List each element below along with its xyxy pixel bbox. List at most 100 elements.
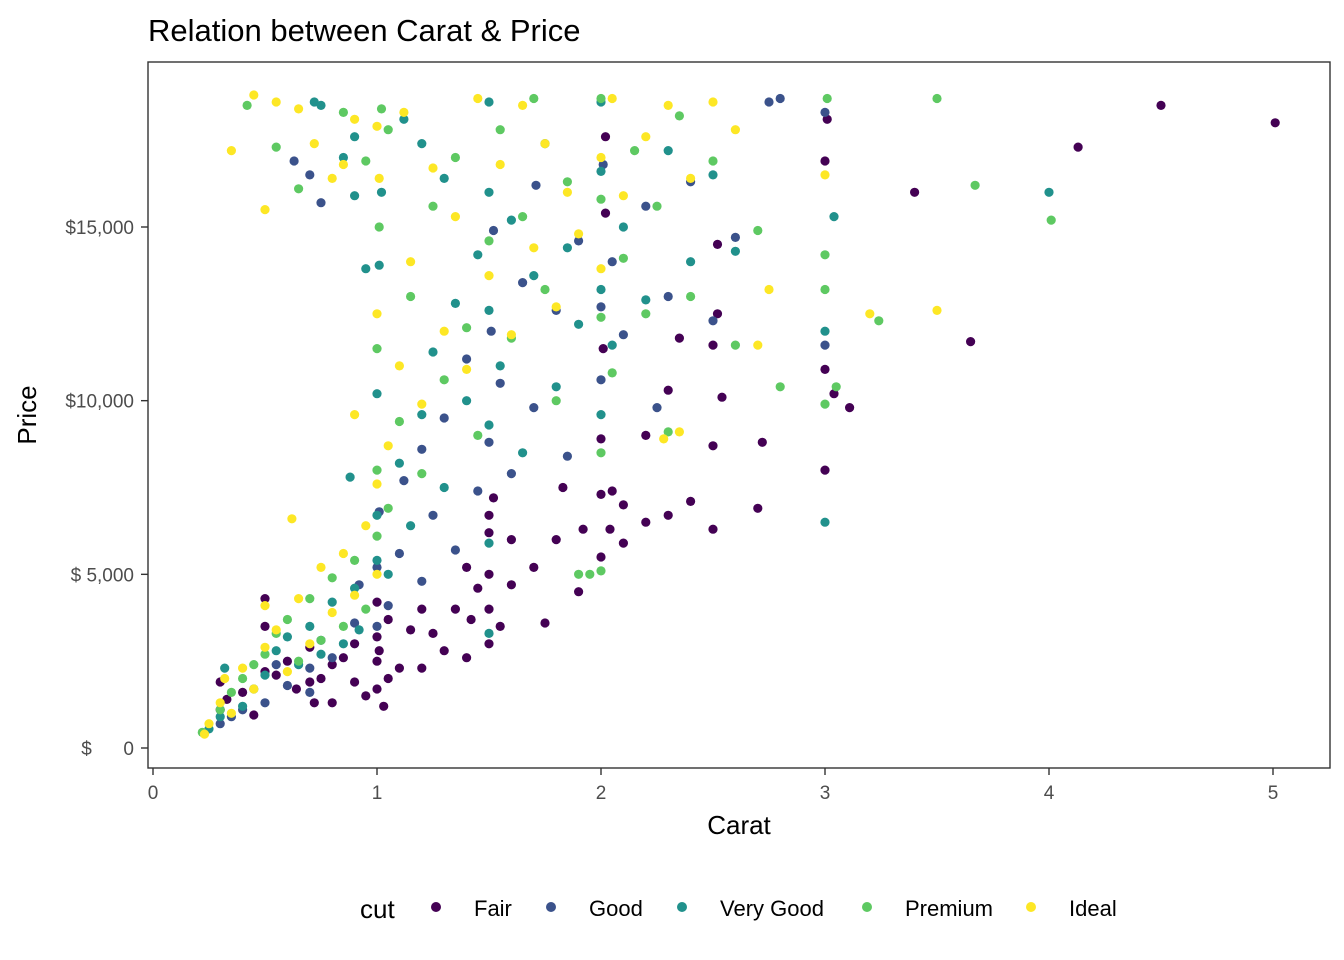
legend-label: Ideal xyxy=(1069,896,1117,921)
data-point xyxy=(417,576,427,586)
legend-label: Premium xyxy=(905,896,993,921)
data-point xyxy=(1073,142,1083,152)
data-point xyxy=(199,729,210,739)
data-point xyxy=(350,677,360,687)
data-point xyxy=(439,375,449,385)
data-point xyxy=(417,604,427,614)
data-point xyxy=(829,389,839,399)
data-point xyxy=(383,125,393,135)
data-point xyxy=(350,410,360,420)
data-point xyxy=(966,337,976,347)
data-point xyxy=(820,326,830,336)
data-point xyxy=(484,420,494,430)
data-point xyxy=(305,594,315,604)
data-point xyxy=(282,656,292,666)
data-point xyxy=(215,719,225,729)
data-point xyxy=(529,93,539,104)
data-point xyxy=(450,298,460,308)
data-point xyxy=(540,618,550,628)
data-point xyxy=(428,201,438,211)
x-tick-label: 5 xyxy=(1268,783,1279,804)
data-point xyxy=(338,152,348,163)
data-point xyxy=(473,430,483,440)
data-point xyxy=(260,601,270,611)
data-point xyxy=(596,489,606,499)
data-point xyxy=(1044,187,1054,197)
data-point xyxy=(287,514,297,524)
y-tick-label: $ 5,000 xyxy=(71,565,134,586)
data-point xyxy=(518,278,528,288)
data-point xyxy=(708,170,718,180)
data-point xyxy=(338,548,348,559)
x-tick-label: 2 xyxy=(596,783,607,804)
legend-key-fair xyxy=(431,902,441,912)
data-point xyxy=(674,333,685,343)
data-point xyxy=(574,569,584,579)
data-point xyxy=(540,284,550,295)
data-point xyxy=(596,264,606,274)
data-point xyxy=(372,562,382,573)
data-point xyxy=(775,93,785,104)
data-point xyxy=(383,441,393,451)
data-point xyxy=(820,364,830,374)
data-point xyxy=(970,180,980,190)
data-point xyxy=(529,271,539,281)
data-point xyxy=(406,521,416,531)
data-point xyxy=(399,107,409,117)
data-point xyxy=(753,503,763,513)
data-point xyxy=(428,347,438,357)
data-point xyxy=(282,632,292,642)
data-point xyxy=(260,621,270,632)
data-point xyxy=(215,712,225,722)
data-point xyxy=(484,97,494,107)
data-point xyxy=(486,326,496,336)
data-point xyxy=(327,607,337,618)
data-point xyxy=(764,97,774,107)
data-point xyxy=(659,434,669,444)
data-point xyxy=(529,562,539,573)
data-point xyxy=(399,114,409,124)
data-point xyxy=(305,677,315,687)
data-point xyxy=(327,597,337,607)
data-point xyxy=(271,646,281,656)
data-point xyxy=(291,684,301,694)
data-point xyxy=(226,146,236,156)
data-point xyxy=(462,364,472,374)
data-point xyxy=(417,399,427,409)
data-point xyxy=(372,684,382,694)
data-point xyxy=(372,597,382,607)
data-point xyxy=(271,670,281,680)
data-point xyxy=(439,646,449,656)
data-point xyxy=(439,413,449,423)
data-point xyxy=(271,142,281,152)
data-point xyxy=(383,601,393,611)
x-tick-label: 0 xyxy=(148,783,159,804)
data-point xyxy=(374,173,384,183)
legend: cut Fair Good Very Good Premium Ideal xyxy=(360,894,1117,924)
data-point xyxy=(406,291,416,302)
data-point xyxy=(439,482,449,493)
data-point xyxy=(598,159,608,170)
data-point xyxy=(663,510,673,520)
legend-label: Very Good xyxy=(720,896,824,921)
data-point xyxy=(518,100,528,110)
data-point xyxy=(439,326,449,336)
data-point xyxy=(450,212,460,222)
data-point xyxy=(495,378,505,388)
data-point xyxy=(242,100,252,110)
data-point xyxy=(350,639,360,649)
data-point xyxy=(316,635,326,645)
data-point xyxy=(372,389,382,399)
data-point xyxy=(394,663,404,673)
data-point xyxy=(462,653,472,663)
data-point xyxy=(361,691,371,701)
data-point xyxy=(238,663,248,673)
data-point xyxy=(607,340,617,350)
data-point xyxy=(822,114,832,124)
data-point xyxy=(874,316,884,326)
data-point xyxy=(361,264,371,274)
data-point xyxy=(585,569,595,579)
data-point xyxy=(238,701,248,711)
data-point xyxy=(316,198,326,208)
data-point xyxy=(663,427,673,437)
